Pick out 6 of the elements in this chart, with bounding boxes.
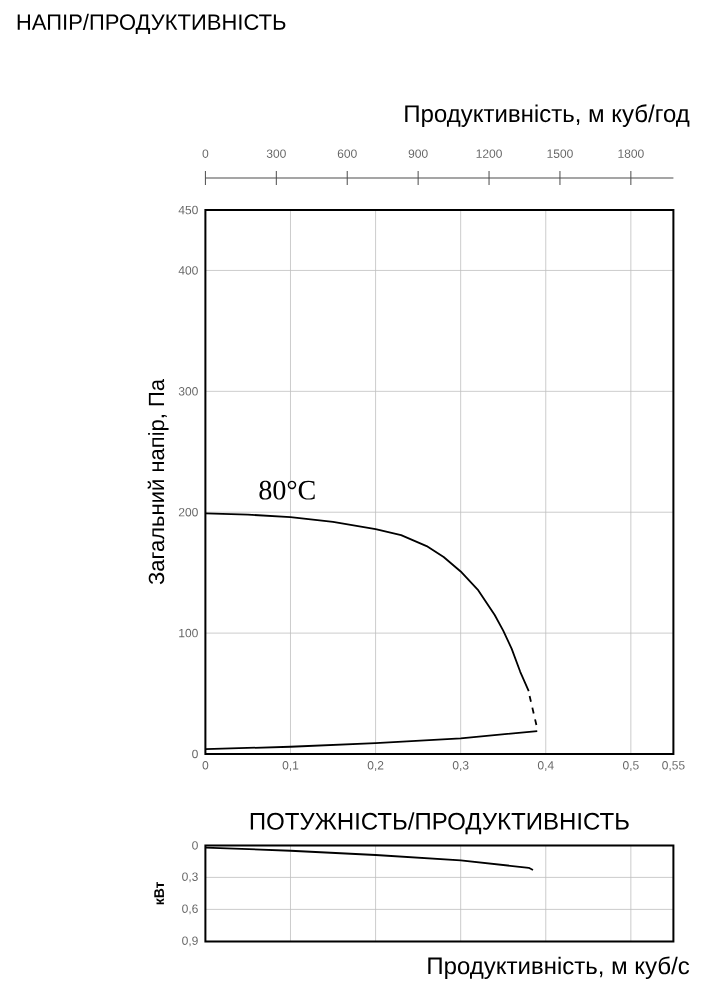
chart-title: НАПІР/ПРОДУКТИВНІСТЬ <box>17 13 286 35</box>
x-axis-title: Продуктивність, м куб/с <box>428 956 690 980</box>
y-axis-title: Загальний напір, Па <box>147 378 169 585</box>
x2-axis-title: Продуктивність, м куб/год <box>405 104 690 127</box>
annotation: 80°C <box>259 480 315 500</box>
chart-title: ПОТУЖНІСТЬ/ПРОДУКТИВНІСТЬ <box>250 812 629 835</box>
